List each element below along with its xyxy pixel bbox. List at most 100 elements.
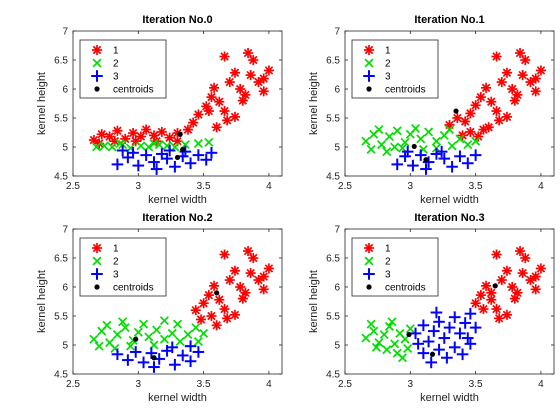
point-series2-12 xyxy=(166,341,179,354)
y-axis-label: kernel height xyxy=(308,72,320,135)
point-series0-3 xyxy=(486,294,497,305)
point-series0-19 xyxy=(509,95,520,106)
point-series0-26 xyxy=(253,76,264,88)
legend-marker xyxy=(91,44,103,56)
x-tick-label: 4 xyxy=(266,181,272,192)
subplot-2: 2.5 3 3.5 4 4.5 5 5.5 6 6.5 7 Iteration No.2 kernel… xyxy=(36,212,283,404)
point-series0-11 xyxy=(525,274,536,286)
point-series2-8 xyxy=(454,327,466,340)
point-series2-8 xyxy=(454,150,466,163)
legend-entry: centroids xyxy=(385,283,426,294)
legend: 1 2 3 centroids xyxy=(351,39,439,99)
legend-entry: 2 xyxy=(113,59,119,70)
legend-box xyxy=(351,39,439,99)
legend-marker xyxy=(94,86,100,92)
point-series2-9 xyxy=(184,157,197,170)
x-tick-label: 3.5 xyxy=(469,379,483,390)
point-series2-13 xyxy=(425,356,438,369)
point-series2-17 xyxy=(456,348,469,361)
point-series2-5 xyxy=(156,148,168,160)
point-series0-24 xyxy=(530,73,541,84)
legend-marker xyxy=(91,268,103,280)
y-tick-label: 5 xyxy=(334,341,340,352)
point-series2-1 xyxy=(122,151,134,164)
point-series2-7 xyxy=(169,160,181,173)
point-series2-4 xyxy=(433,316,445,328)
point-series2-7 xyxy=(169,358,181,371)
point-series1-7 xyxy=(139,319,149,329)
point-series0-4 xyxy=(470,100,481,111)
point-series1-20 xyxy=(390,142,400,152)
point-series1-15 xyxy=(397,353,407,363)
legend: 1 2 3 centroids xyxy=(79,39,167,99)
point-series1-14 xyxy=(149,139,159,149)
point-series2-13 xyxy=(150,163,163,175)
point-series0-26 xyxy=(465,126,476,137)
point-series0-10 xyxy=(501,67,513,78)
point-series2-4 xyxy=(145,347,158,359)
legend-entry: 3 xyxy=(113,270,119,281)
point-series1-11 xyxy=(193,139,203,149)
data-layer xyxy=(88,47,274,175)
point-series1-3 xyxy=(384,132,394,142)
point-series1-5 xyxy=(400,137,410,147)
point-series2-2 xyxy=(407,159,419,172)
point-series2-11 xyxy=(200,153,213,166)
legend-box xyxy=(79,39,167,99)
point-series0-19 xyxy=(530,271,541,282)
legend-marker xyxy=(92,256,102,266)
axes-box xyxy=(72,30,283,177)
point-series0-16 xyxy=(237,293,248,304)
point-series1-13 xyxy=(183,330,193,340)
point-series2-6 xyxy=(443,321,456,334)
point-series0-18 xyxy=(222,313,233,324)
point-series1-7 xyxy=(411,123,421,133)
y-tick-label: 4.5 xyxy=(54,370,68,381)
point-series0-9 xyxy=(496,76,507,88)
centroid-2 xyxy=(429,351,436,357)
point-series0-9 xyxy=(156,126,167,137)
y-tick-label: 7 xyxy=(62,225,68,236)
x-tick-label: 2.5 xyxy=(66,181,80,192)
point-series2-2 xyxy=(129,346,142,358)
x-tick-label: 3 xyxy=(136,379,142,390)
point-series1-0 xyxy=(92,142,102,152)
point-series2-14 xyxy=(433,343,445,356)
point-series0-17 xyxy=(229,309,241,320)
point-series2-0 xyxy=(111,348,124,361)
point-series0-22 xyxy=(235,83,246,95)
point-series0-35 xyxy=(219,51,230,62)
point-series1-0 xyxy=(361,136,371,146)
x-axis-label: kernel width xyxy=(148,194,207,206)
legend-marker xyxy=(94,284,100,290)
point-series1-22 xyxy=(193,337,203,347)
point-series1-16 xyxy=(397,143,407,153)
centroid-2 xyxy=(151,355,157,361)
point-series2-9 xyxy=(461,157,474,170)
point-series2-11 xyxy=(420,163,432,175)
point-series1-19 xyxy=(444,125,455,135)
centroid-0 xyxy=(177,131,183,137)
point-series0-24 xyxy=(245,70,256,81)
point-series0-23 xyxy=(195,314,207,325)
point-series0-4 xyxy=(214,294,225,305)
point-series0-0 xyxy=(470,298,481,309)
point-series1-0 xyxy=(361,333,371,343)
centroid-2 xyxy=(174,154,181,161)
point-series2-3 xyxy=(137,356,150,369)
point-series2-1 xyxy=(417,319,430,332)
point-series1-2 xyxy=(107,142,117,152)
point-series0-21 xyxy=(486,287,497,298)
legend-entry: centroids xyxy=(385,85,426,96)
legend-marker xyxy=(363,242,375,254)
point-series1-8 xyxy=(416,134,426,144)
legend-entry: centroids xyxy=(113,283,154,294)
legend-marker xyxy=(91,70,103,82)
point-series0-0 xyxy=(190,305,201,316)
x-tick-label: 3 xyxy=(408,181,414,192)
legend: 1 2 3 centroids xyxy=(79,237,167,297)
point-series0-16 xyxy=(530,86,541,97)
point-series1-12 xyxy=(204,137,214,147)
legend-entry: 3 xyxy=(385,270,391,281)
